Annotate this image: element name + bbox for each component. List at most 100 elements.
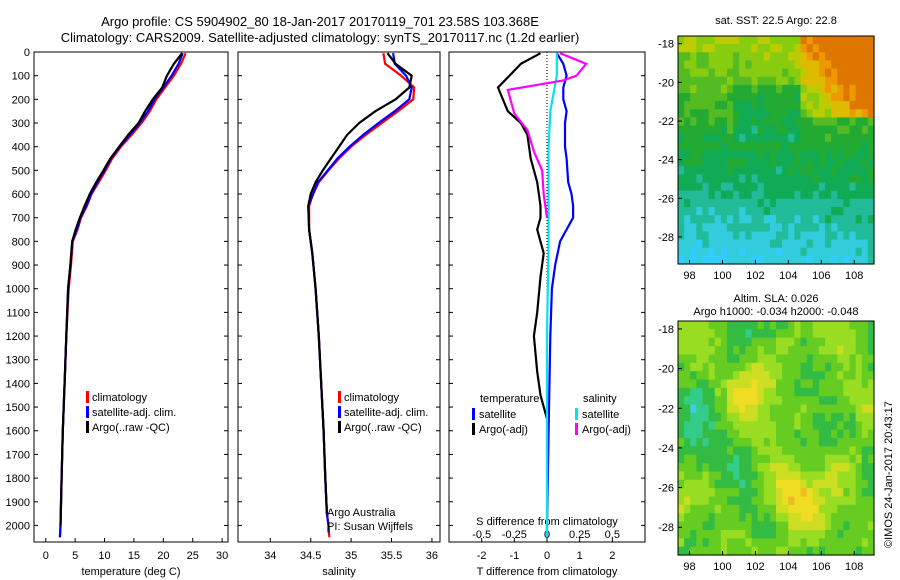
heatmap-cell [782,158,789,167]
heatmap-cell [733,76,740,86]
heatmap-cell [806,471,814,481]
heatmap-cell [733,329,740,339]
x-tick-label: 36 [426,550,438,562]
heatmap-cell [855,76,863,86]
heatmap-cell [678,371,685,381]
heatmap-cell [678,215,685,224]
heatmap-cell [702,93,710,102]
heatmap-cell [733,488,740,498]
heatmap-cell [794,117,802,127]
heatmap-cell [825,223,832,233]
heatmap-cell [733,239,740,249]
heatmap-cell [720,117,728,127]
heatmap-cell [812,362,820,372]
heatmap-cell [806,421,814,431]
heatmap-cell [867,538,875,548]
heatmap-cell [849,538,857,548]
map-x-tick-label: 100 [713,270,731,282]
heatmap-cell [702,44,710,53]
heatmap-cell [739,150,746,159]
heatmap-cell [684,546,691,556]
heatmap-cell [733,379,740,389]
heatmap-cell [702,371,710,381]
heatmap-cell [788,223,795,233]
heatmap-cell [678,231,685,241]
heatmap-cell [678,438,685,447]
heatmap-cell [825,93,832,102]
heatmap-cell [837,471,844,481]
heatmap-cell [806,496,814,506]
heatmap-cell [751,396,759,406]
heatmap-cell [696,117,704,127]
heatmap-cell [831,52,838,62]
heatmap-cell [745,207,753,216]
heatmap-cell [831,479,838,489]
heatmap-cell [727,429,734,439]
heatmap-cell [745,404,753,414]
heatmap-cell [837,166,844,176]
heatmap-cell [684,52,691,62]
heatmap-cell [696,404,704,414]
heatmap-cell [788,117,795,127]
heatmap-cell [788,158,795,167]
heatmap-cell [849,60,857,70]
heatmap-cell [727,421,734,431]
heatmap-cell [769,60,777,70]
heatmap-cell [867,396,875,406]
heatmap-cell [745,239,753,249]
y-tick-label: 300 [12,118,30,130]
heatmap-cell [812,141,820,151]
heatmap-cell [825,255,832,265]
heatmap-cell [782,529,789,539]
heatmap-cell [831,109,838,119]
heatmap-cell [678,101,685,110]
y-tick-label: 1900 [6,497,30,509]
heatmap-cell [678,546,685,556]
heatmap-cell [788,109,795,119]
heatmap-cell [727,504,734,514]
heatmap-cell [690,36,697,45]
heatmap-cell [751,198,759,208]
heatmap-cell [702,329,710,339]
heatmap-cell [763,141,771,151]
heatmap-cell [702,396,710,406]
heatmap-cell [818,379,826,389]
heatmap-cell [720,429,728,439]
heatmap-cell [678,387,685,397]
y-tick-label: 1200 [6,331,30,343]
map-y-tick-label: -22 [658,116,674,128]
heatmap-cell [855,198,863,208]
heatmap-cell [776,471,783,481]
heatmap-cell [831,546,838,556]
heatmap-cell [739,404,746,414]
heatmap-cell [745,396,753,406]
heatmap-cell [763,454,771,464]
heatmap-cell [769,337,777,347]
heatmap-cell [825,174,832,184]
heatmap-cell [788,479,795,489]
heatmap-cell [867,125,875,135]
heatmap-cell [843,463,851,473]
heatmap-cell [806,76,814,86]
heatmap-cell [690,93,697,102]
heatmap-cell [769,44,777,53]
heatmap-cell [776,379,783,389]
heatmap-cell [739,396,746,406]
heatmap-cell [867,337,875,347]
heatmap-cell [720,44,728,53]
heatmap-cell [855,231,863,241]
heatmap-cell [818,60,826,70]
heatmap-cell [849,166,857,176]
heatmap-cell [696,337,704,347]
heatmap-cell [776,496,783,506]
heatmap-cell [708,60,716,70]
heatmap-cell [739,513,746,523]
x-tick-label: 0 [43,550,49,562]
heatmap-cell [714,529,722,539]
heatmap-cell [733,133,740,143]
heatmap-cell [727,412,734,422]
heatmap-cell [861,513,869,523]
heatmap-cell [720,438,728,447]
heatmap-cell [782,412,789,422]
heatmap-cell [855,546,863,556]
